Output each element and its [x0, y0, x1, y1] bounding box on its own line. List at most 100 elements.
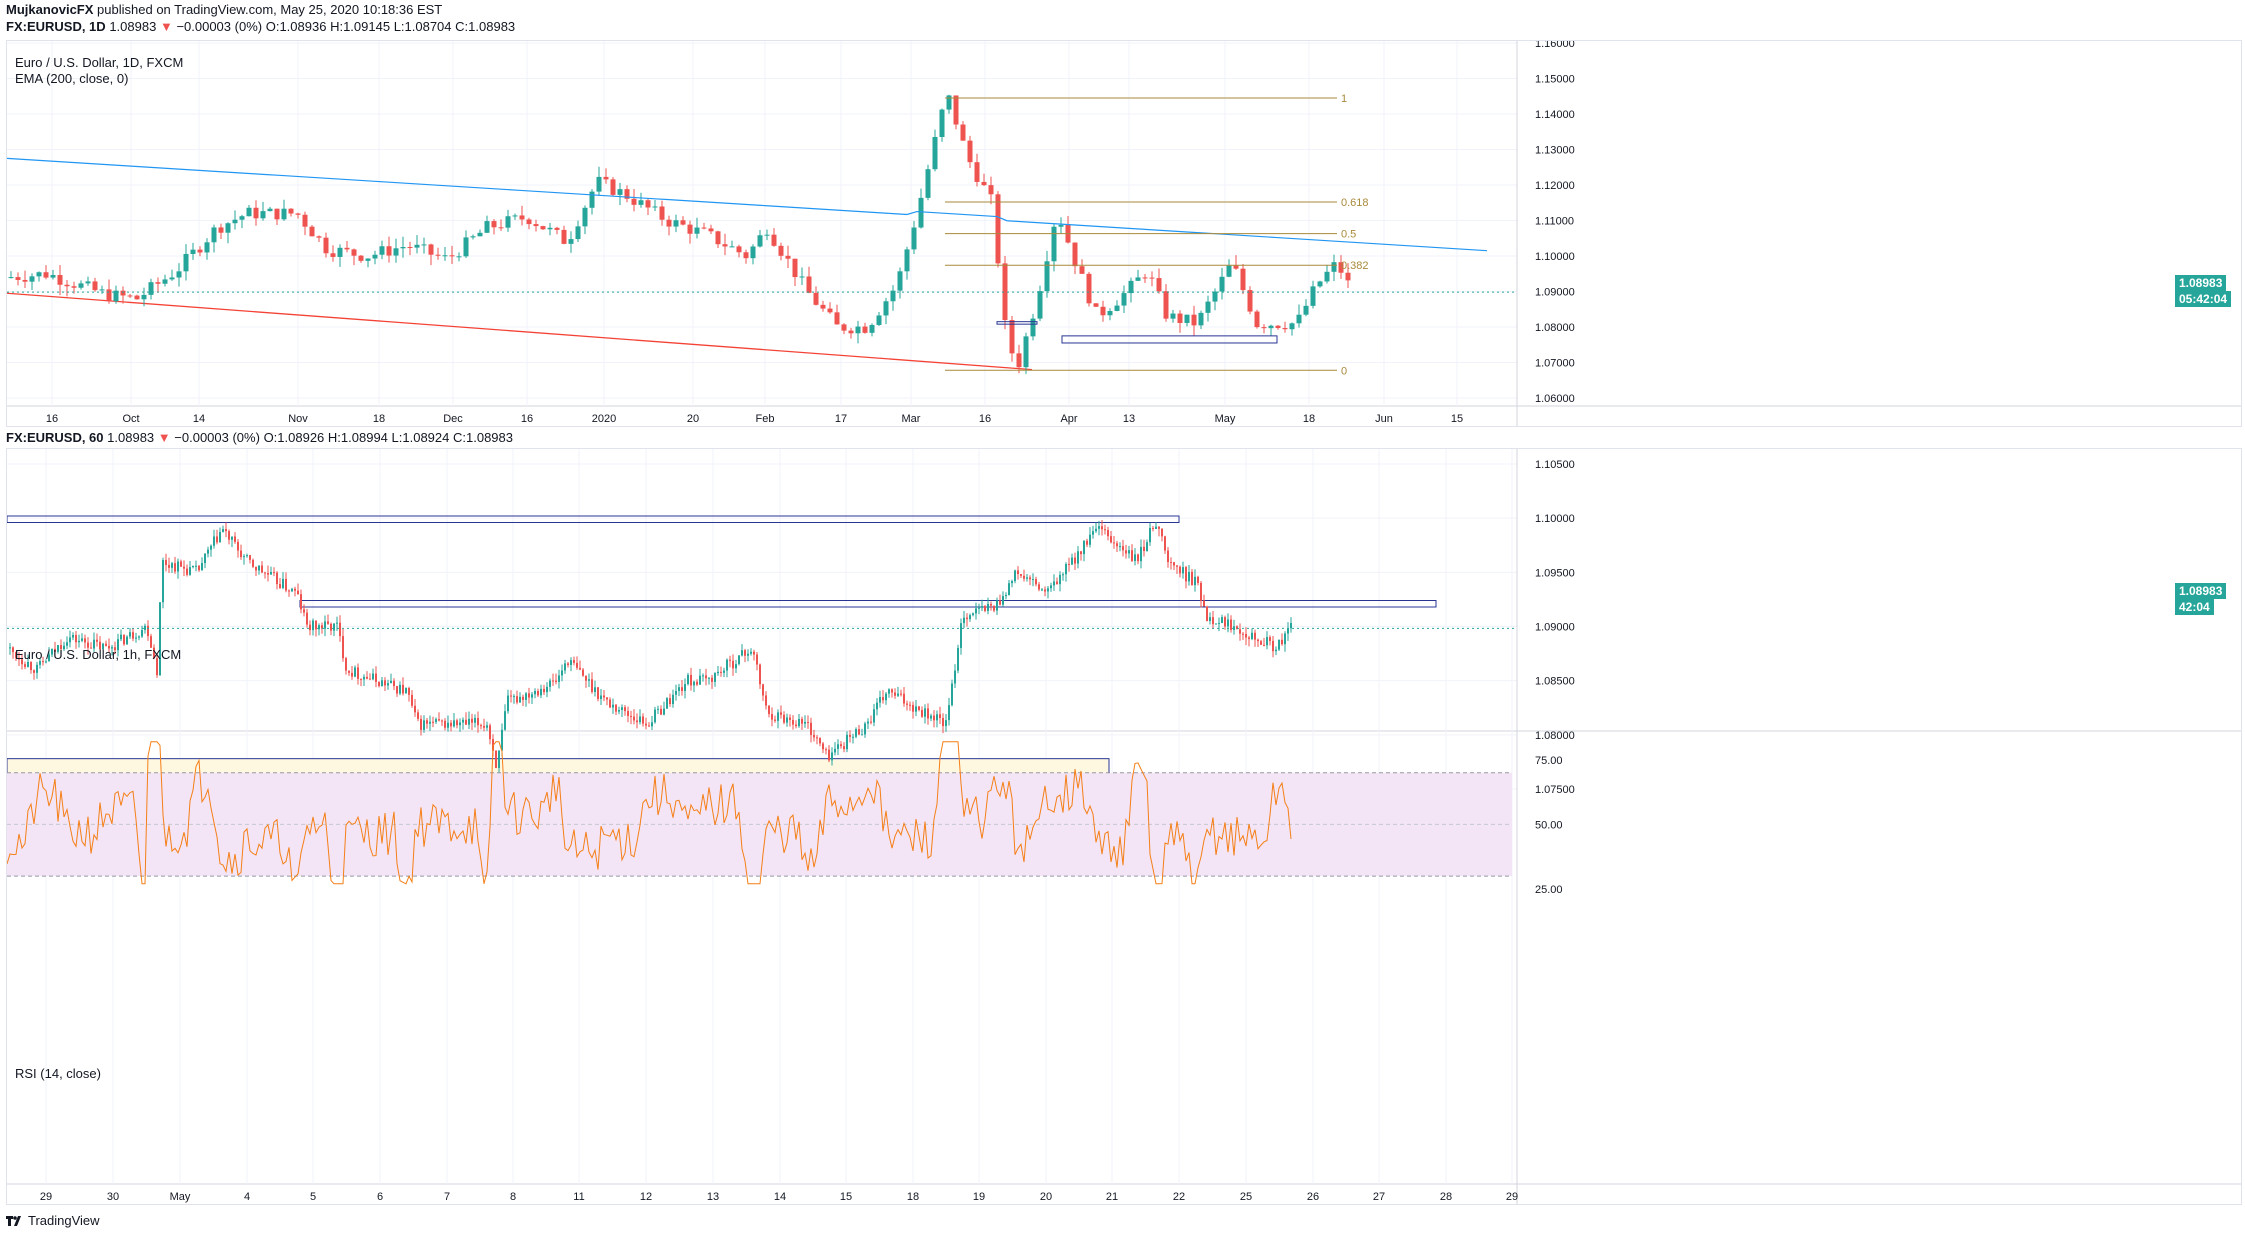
candle [876, 702, 878, 710]
candle [834, 312, 840, 325]
candle [291, 588, 293, 592]
candle [897, 271, 903, 291]
candle [144, 625, 146, 631]
candle [1008, 583, 1010, 596]
daily-chart-svg[interactable]: 1.16000 1.15000 1.14000 1.13000 1.12000 1.110… [6, 38, 2241, 426]
candle [873, 709, 875, 723]
candle [867, 721, 869, 724]
x-tick-label: 4 [244, 1191, 250, 1203]
candle [71, 286, 77, 288]
candle [948, 705, 950, 721]
candle [105, 643, 107, 646]
down-arrow-icon: ▼ [157, 430, 171, 445]
candle [342, 636, 344, 659]
candle [1345, 272, 1351, 281]
candle [694, 227, 700, 234]
candle [798, 718, 800, 727]
candle [228, 531, 230, 540]
top-symbol[interactable]: FX:EURUSD, 1D [6, 19, 106, 34]
rsi-indicator-label[interactable]: RSI (14, close) [15, 1066, 101, 1081]
candle [78, 640, 80, 643]
candle [516, 696, 518, 703]
candle [1331, 262, 1337, 272]
rsi-tick-label: 75.00 [1535, 755, 1563, 767]
candle [96, 639, 98, 642]
candle [309, 624, 311, 631]
candle [428, 244, 434, 255]
daily-chart-panel[interactable]: 1.16000 1.15000 1.14000 1.13000 1.12000 1.110… [6, 38, 2242, 427]
x-tick-label: 28 [1440, 1191, 1452, 1203]
candle [258, 565, 260, 571]
candle [1140, 546, 1142, 562]
candle [303, 609, 305, 613]
tradingview-logo[interactable]: TradingView [6, 1213, 100, 1228]
candle [288, 590, 290, 592]
top-price: 1.08983 [109, 19, 157, 34]
candle [780, 712, 782, 715]
candle [978, 607, 980, 609]
x-tick-label: 18 [373, 413, 385, 425]
candle [981, 606, 983, 608]
candle [1205, 301, 1211, 313]
x-tick-label: Jun [1375, 413, 1393, 425]
candle [639, 716, 641, 723]
candle [806, 276, 812, 293]
candle [708, 677, 710, 679]
candle [106, 289, 112, 302]
candle [1119, 546, 1121, 548]
candle [1170, 562, 1172, 564]
candle [912, 704, 914, 712]
candle [501, 729, 503, 751]
candle [465, 719, 467, 725]
candle [216, 536, 218, 543]
candle [715, 231, 721, 245]
candle [246, 207, 252, 217]
candle [1095, 528, 1097, 532]
author[interactable]: MujkanovicFX [6, 2, 94, 17]
candle [21, 659, 23, 665]
candle [1072, 242, 1078, 267]
small-zone [996, 321, 1038, 325]
candle [638, 200, 644, 205]
candle [180, 561, 182, 567]
candle [822, 743, 824, 750]
candle [360, 678, 362, 680]
candle [837, 744, 839, 749]
tradingview-logo-icon [6, 1215, 21, 1226]
candle [759, 664, 761, 685]
candle [1113, 542, 1115, 544]
hourly-chart-panel[interactable]: 1.10500 1.10000 1.09500 1.09000 1.08500 1.080… [6, 448, 2242, 1205]
ema-indicator-label[interactable]: EMA (200, close, 0) [15, 71, 129, 86]
candle [864, 723, 866, 735]
candle [1026, 577, 1028, 579]
candle [1200, 582, 1202, 601]
candle [274, 208, 280, 220]
hourly-chart-svg[interactable]: 1.10500 1.10000 1.09500 1.09000 1.08500 1.080… [6, 449, 2241, 1204]
candle [843, 746, 845, 750]
candle [249, 555, 251, 560]
bottom-price: 1.08983 [107, 430, 155, 445]
candle [537, 690, 539, 696]
candle [848, 330, 854, 334]
candle [24, 664, 26, 667]
x-tick-label: 14 [774, 1191, 786, 1203]
bottom-symbol[interactable]: FX:EURUSD, 60 [6, 430, 104, 445]
candle [869, 324, 875, 333]
candle [1164, 536, 1166, 551]
candle [507, 695, 509, 712]
candle [1110, 536, 1112, 543]
candle [337, 247, 343, 257]
candle [681, 687, 683, 692]
candle [1038, 584, 1040, 590]
y-tick-label: 1.10500 [1535, 459, 1575, 471]
candle [924, 708, 926, 717]
candle [795, 724, 797, 727]
top-low: L:1.08704 [393, 19, 452, 34]
candle [526, 219, 532, 225]
candle [1281, 639, 1283, 645]
candle [519, 696, 521, 703]
candle [1146, 542, 1148, 552]
candle [1239, 629, 1241, 634]
candle [879, 697, 881, 703]
candle [365, 258, 371, 261]
